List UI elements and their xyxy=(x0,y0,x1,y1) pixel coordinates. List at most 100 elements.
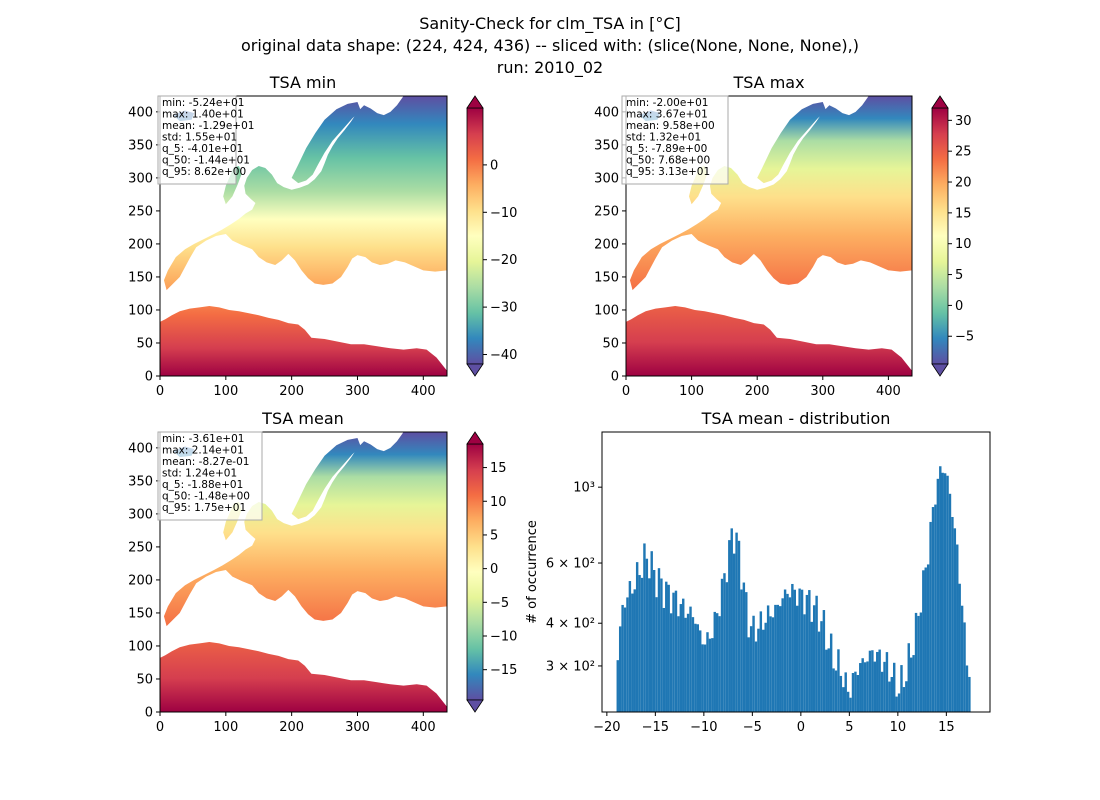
histogram-bar xyxy=(890,677,893,712)
histogram-bar xyxy=(645,558,649,712)
tsa-min-colorbar: 0 −10 −20 −30 −40 xyxy=(466,95,517,377)
histogram-bar xyxy=(771,617,775,712)
histogram-bar xyxy=(800,589,804,712)
histogram-bar xyxy=(919,612,923,712)
histogram-bar xyxy=(623,607,627,712)
distribution-x-tick-label: −15 xyxy=(642,720,669,735)
histogram-bar xyxy=(929,521,932,712)
tsa-max-x-tick-label: 400 xyxy=(876,384,901,399)
tsa-min-x-tick-label: 0 xyxy=(156,384,164,399)
tsa-mean-colorbar-tick-label: −10 xyxy=(490,630,517,645)
tsa-max-y-tick-label: 200 xyxy=(594,237,619,252)
histogram-bar xyxy=(660,578,663,712)
histogram-bar xyxy=(951,517,954,712)
histogram-bar xyxy=(805,594,809,712)
tsa-min-colorbar-extend-low xyxy=(466,363,484,377)
distribution-y-ticks: 3 × 10² 4 × 10² 6 × 10² 10³ xyxy=(546,481,602,674)
histogram-bar xyxy=(798,588,801,712)
histogram-bar xyxy=(616,660,619,712)
histogram-bar xyxy=(752,615,755,712)
tsa-min-y-tick-label: 250 xyxy=(128,204,153,219)
histogram-bar xyxy=(968,676,971,712)
distribution-x-tick-label: 5 xyxy=(845,720,853,735)
tsa-mean-y-ticks: 0 50 100 150 200 250 300 350 400 xyxy=(128,441,160,721)
histogram-bar xyxy=(871,650,874,712)
tsa-min-y-tick-label: 100 xyxy=(128,303,153,318)
tsa-min-axes-frame xyxy=(159,95,448,377)
histogram-bar xyxy=(885,652,889,712)
histogram-bar xyxy=(880,671,884,712)
tsa-max-colorbar-tick-label: 30 xyxy=(955,114,972,129)
histogram-bar xyxy=(909,657,913,712)
tsa-max-colorbar-tick-label: 10 xyxy=(955,237,972,252)
tsa-mean-title: TSA mean xyxy=(261,409,344,428)
histogram-bar xyxy=(631,593,634,712)
tsa-min-stat-line: max: 1.40e+01 xyxy=(162,109,244,121)
histogram-bar xyxy=(815,595,818,712)
histogram-bar xyxy=(849,697,852,712)
tsa-min-colorbar-body xyxy=(466,107,484,365)
tsa-max-colorbar-tick-label: −5 xyxy=(955,330,974,345)
histogram-bar xyxy=(677,616,680,712)
histogram-bar xyxy=(893,662,896,712)
histogram-bar xyxy=(817,631,821,712)
distribution-y-tick-label: 4 × 10² xyxy=(546,617,595,632)
histogram-bar xyxy=(842,687,845,712)
tsa-min-colorbar-tick-label: −30 xyxy=(490,301,517,316)
histogram-bar xyxy=(779,606,782,712)
tsa-max-x-tick-label: 300 xyxy=(810,384,835,399)
histogram-bar xyxy=(834,670,838,712)
distribution-y-tick-label: 10³ xyxy=(573,481,595,496)
tsa-mean-stat-line: max: 2.14e+01 xyxy=(162,445,244,457)
distribution-x-tick-label: 0 xyxy=(797,720,805,735)
histogram-bar xyxy=(626,597,629,712)
tsa-mean-y-tick-label: 200 xyxy=(128,573,153,588)
tsa-min-stats-background xyxy=(157,95,237,185)
tsa-min-y-ticks: 0 50 100 150 200 250 300 350 400 xyxy=(128,105,160,385)
histogram-bar xyxy=(766,605,770,712)
tsa-mean-y-tick-label: 300 xyxy=(128,507,153,522)
tsa-min-y-tick-label: 300 xyxy=(128,171,153,186)
tsa-mean-y-tick-label: 0 xyxy=(145,706,153,721)
histogram-bar xyxy=(866,661,869,712)
distribution-x-tick-label: −10 xyxy=(690,720,717,735)
histogram-bar xyxy=(715,613,719,712)
tsa-max-colorbar-tick-label: 15 xyxy=(955,206,972,221)
histogram-bar xyxy=(960,605,964,712)
tsa-max-stat-line: min: -2.00e+01 xyxy=(626,97,708,109)
tsa-max-stat-line: max: 3.67e+01 xyxy=(626,109,708,121)
histogram-bar xyxy=(635,562,639,712)
histogram-bar xyxy=(674,590,678,712)
tsa-mean-y-tick-label: 350 xyxy=(128,474,153,489)
histogram-bar xyxy=(822,610,826,712)
tsa-max-y-ticks: 0 50 100 150 200 250 300 350 400 xyxy=(594,105,626,385)
histogram-bar xyxy=(747,637,750,712)
histogram-bar xyxy=(788,597,792,712)
distribution-x-ticks: −20 −15 −10 −5 0 5 10 15 xyxy=(593,712,955,735)
tsa-max-x-tick-label: 100 xyxy=(679,384,704,399)
distribution-bars xyxy=(616,466,971,712)
tsa-max-colorbar-body xyxy=(931,107,949,365)
histogram-bar xyxy=(737,540,741,712)
tsa-min-y-tick-label: 200 xyxy=(128,237,153,252)
distribution-x-tick-label: 15 xyxy=(938,720,955,735)
histogram-bar xyxy=(810,621,813,712)
histogram-bar xyxy=(897,693,901,712)
histogram-bar xyxy=(713,611,716,712)
histogram-bar xyxy=(825,649,828,712)
tsa-max-y-tick-label: 100 xyxy=(594,303,619,318)
tsa-mean-colorbar-body xyxy=(466,443,484,701)
histogram-bar xyxy=(720,578,724,712)
distribution-x-tick-label: −5 xyxy=(743,720,762,735)
distribution-x-tick-label: 10 xyxy=(890,720,907,735)
tsa-mean-x-ticks: 0 100 200 300 400 xyxy=(156,712,436,735)
histogram-bar xyxy=(628,581,632,712)
tsa-mean-panel: TSA mean 0 100 200 300 400 05010015020025030… xyxy=(128,409,517,735)
histogram-bar xyxy=(618,626,622,712)
tsa-min-stat-line: q_95: 8.62e+00 xyxy=(162,166,246,178)
histogram-bar xyxy=(922,570,925,712)
histogram-bar xyxy=(941,472,944,712)
histogram-bar xyxy=(679,604,683,712)
histogram-bar xyxy=(905,681,908,712)
